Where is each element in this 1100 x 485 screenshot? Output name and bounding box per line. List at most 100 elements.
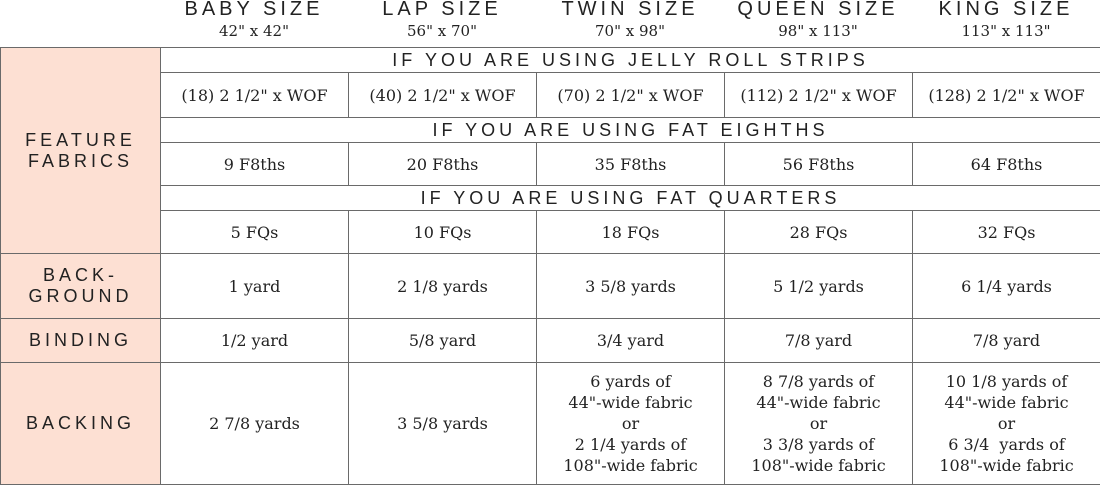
value-cell: 5 1/2 yards [724, 253, 913, 319]
value-cell: 20 F8ths [348, 142, 537, 186]
column-header: QUEEN SIZE 98" x 113" [724, 0, 912, 40]
value-text: 3/4 yard [596, 331, 665, 350]
value-cell: 2 7/8 yards [160, 362, 349, 485]
value-cell: 6 yards of 44"-wide fabric or 2 1/4 yards o… [536, 362, 725, 485]
value-text: 10 FQs [413, 222, 472, 242]
value-cell: 56 F8ths [724, 142, 913, 186]
value-cell: 3 5/8 yards [536, 253, 725, 319]
value-cell: (112) 2 1/2" x WOF [724, 72, 913, 118]
value-text: 2 1/8 yards [397, 276, 488, 296]
value-cell: 1/2 yard [160, 318, 349, 363]
value-text: 5 FQs [230, 222, 279, 242]
value-cell: 10 FQs [348, 210, 537, 254]
label-line: BACK- [42, 265, 118, 285]
value-cell: 35 F8ths [536, 142, 725, 186]
value-text: 7/8 yard [972, 331, 1041, 350]
value-cell: 8 7/8 yards of 44"-wide fabric or 3 3/8 yar… [724, 362, 913, 485]
value-text: or [809, 414, 828, 433]
value-text: 9 F8ths [223, 154, 286, 174]
value-text: 3 3/8 yards of [762, 435, 875, 454]
label-line: GROUND [28, 286, 133, 306]
value-cell: (70) 2 1/2" x WOF [536, 72, 725, 118]
value-cell: 64 F8ths [912, 142, 1100, 186]
value-text: 3 5/8 yards [585, 276, 676, 296]
value-cell: 7/8 yard [724, 318, 913, 363]
value-text: (70) 2 1/2" x WOF [557, 85, 704, 105]
size-dims: 113" x 113" [961, 22, 1051, 40]
column-header: BABY SIZE 42" x 42" [160, 0, 348, 40]
value-text: 44"-wide fabric [944, 393, 1069, 412]
section-heading: IF YOU ARE USING FAT QUARTERS [160, 185, 1100, 211]
size-name: KING SIZE [938, 0, 1074, 20]
row-label: BACK- GROUND [0, 253, 161, 319]
section-heading-text: IF YOU ARE USING JELLY ROLL STRIPS [392, 49, 869, 70]
value-cell: 18 FQs [536, 210, 725, 254]
size-name: BABY SIZE [184, 0, 324, 20]
value-text: 10 1/8 yards of [945, 372, 1068, 391]
label-line: BACKING [25, 413, 136, 433]
value-text: 6 3/4 yards of [948, 435, 1065, 454]
value-text: 64 F8ths [970, 154, 1043, 174]
row-label: FEATURE FABRICS [0, 47, 161, 254]
value-text: 108"-wide fabric [563, 456, 698, 475]
value-text: (112) 2 1/2" x WOF [740, 85, 897, 105]
size-dims: 70" x 98" [595, 22, 665, 40]
size-dims: 98" x 113" [778, 22, 858, 40]
value-text: 6 1/4 yards [961, 276, 1052, 296]
value-text: 108"-wide fabric [939, 456, 1074, 475]
size-name: QUEEN SIZE [737, 0, 899, 20]
value-text: or [621, 414, 640, 433]
section-heading-text: IF YOU ARE USING FAT QUARTERS [420, 187, 841, 208]
value-text: 44"-wide fabric [756, 393, 881, 412]
value-text: 3 5/8 yards [397, 414, 488, 433]
label-line: BINDING [28, 330, 132, 350]
value-cell: 9 F8ths [160, 142, 349, 186]
value-text: 56 F8ths [782, 154, 855, 174]
value-text: 7/8 yard [784, 331, 853, 350]
label-line: FEATURE [25, 129, 136, 150]
value-text: or [997, 414, 1016, 433]
column-header: TWIN SIZE 70" x 98" [536, 0, 724, 40]
value-text: 35 F8ths [594, 154, 667, 174]
value-cell: 5/8 yard [348, 318, 537, 363]
value-text: (18) 2 1/2" x WOF [181, 85, 328, 105]
value-cell: 3 5/8 yards [348, 362, 537, 485]
value-text: 32 FQs [977, 222, 1036, 242]
value-text: 8 7/8 yards of [762, 372, 875, 391]
value-text: 20 F8ths [406, 154, 479, 174]
label-line: FABRICS [27, 150, 134, 171]
value-cell: 5 FQs [160, 210, 349, 254]
value-cell: (128) 2 1/2" x WOF [912, 72, 1100, 118]
value-text: 1/2 yard [220, 331, 289, 350]
row-label: BINDING [0, 318, 161, 363]
value-text: 108"-wide fabric [751, 456, 886, 475]
size-name: TWIN SIZE [561, 0, 699, 20]
size-dims: 56" x 70" [407, 22, 477, 40]
value-cell: (40) 2 1/2" x WOF [348, 72, 537, 118]
value-cell: 32 FQs [912, 210, 1100, 254]
section-heading-text: IF YOU ARE USING FAT EIGHTHS [432, 119, 829, 140]
value-text: (128) 2 1/2" x WOF [928, 85, 1085, 105]
value-text: 5/8 yard [408, 331, 477, 350]
column-header: KING SIZE 113" x 113" [912, 0, 1100, 40]
value-cell: 1 yard [160, 253, 349, 319]
value-cell: 7/8 yard [912, 318, 1100, 363]
value-text: 18 FQs [601, 222, 660, 242]
value-text: (40) 2 1/2" x WOF [369, 85, 516, 105]
value-text: 5 1/2 yards [773, 276, 864, 296]
row-label: BACKING [0, 362, 161, 485]
value-cell: 6 1/4 yards [912, 253, 1100, 319]
value-text: 1 yard [228, 276, 281, 296]
value-cell: 3/4 yard [536, 318, 725, 363]
section-heading: IF YOU ARE USING JELLY ROLL STRIPS [160, 47, 1100, 73]
value-cell: (18) 2 1/2" x WOF [160, 72, 349, 118]
value-text: 28 FQs [789, 222, 848, 242]
size-dims: 42" x 42" [219, 22, 289, 40]
value-text: 6 yards of [590, 372, 671, 391]
column-header: LAP SIZE 56" x 70" [348, 0, 536, 40]
value-text: 2 7/8 yards [209, 414, 300, 433]
value-cell: 10 1/8 yards of 44"-wide fabric or 6 3/4 ya… [912, 362, 1100, 485]
value-cell: 2 1/8 yards [348, 253, 537, 319]
section-heading: IF YOU ARE USING FAT EIGHTHS [160, 117, 1100, 143]
